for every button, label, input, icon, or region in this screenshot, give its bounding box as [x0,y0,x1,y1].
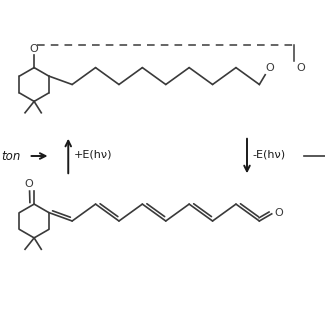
Text: O: O [30,44,38,54]
Text: +E(hν): +E(hν) [74,150,112,159]
Text: O: O [24,179,33,189]
Text: -E(hν): -E(hν) [253,150,286,159]
Text: O: O [297,63,306,73]
Text: ton: ton [2,150,21,162]
Text: O: O [266,63,275,73]
Text: O: O [274,208,283,218]
